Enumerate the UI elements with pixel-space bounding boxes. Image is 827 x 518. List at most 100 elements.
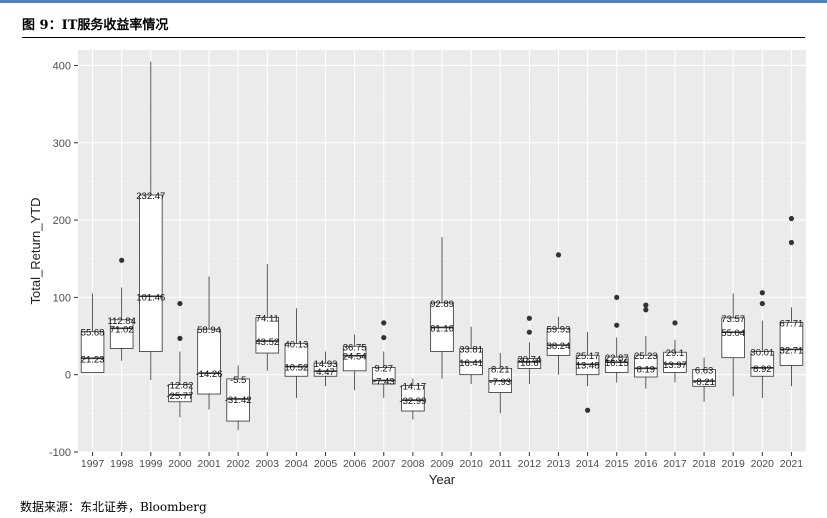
outlier-point — [381, 320, 387, 326]
y-tick-label: 200 — [53, 215, 71, 227]
x-tick-label: 2020 — [751, 458, 775, 470]
box-2011: 8.21 -7.93 — [488, 353, 512, 414]
q3-data-label: 112.84 — [108, 316, 136, 327]
box-iqr — [750, 351, 775, 377]
outlier-point — [526, 315, 532, 321]
x-tick-label: 2014 — [576, 458, 600, 470]
box-1999: 232.47 101.46 — [136, 61, 165, 381]
outlier-point — [788, 239, 795, 246]
box-iqr — [342, 345, 367, 372]
outlier-point — [788, 215, 795, 222]
box-iqr — [401, 385, 425, 412]
box-iqr — [634, 354, 658, 378]
box-iqr — [284, 343, 309, 377]
outlier-point — [381, 334, 387, 341]
box-2005: 14.934.47 — [313, 351, 338, 387]
box-iqr — [168, 384, 192, 403]
y-tick-label: 100 — [53, 292, 71, 304]
median-data-label: -8.21 — [693, 377, 715, 388]
q3-data-label: 6.63 — [695, 366, 714, 377]
box-2021: 67.71 32.71 — [779, 215, 804, 387]
box-iqr — [139, 194, 163, 352]
x-tick-label: 2001 — [197, 458, 221, 470]
median-data-label: 10.52 — [285, 363, 309, 374]
x-tick-label: 2007 — [372, 458, 396, 470]
q3-data-label: 30.01 — [750, 347, 774, 358]
box-iqr — [255, 316, 280, 354]
outlier-point — [177, 335, 183, 341]
box-2020: 30.01 8.92 — [750, 290, 774, 398]
outlier-point — [643, 307, 649, 313]
x-tick-label: 2004 — [285, 458, 309, 470]
box-2001: 58.94 -14.26 — [196, 276, 223, 410]
box-iqr — [109, 319, 134, 349]
median-data-label: 32.71 — [780, 345, 804, 356]
box-2003: 74.11 43.52 — [255, 264, 279, 371]
q3-data-label: 9.27 — [375, 364, 394, 375]
box-iqr — [80, 331, 105, 373]
box-iqr — [663, 351, 687, 373]
box-iqr — [226, 378, 250, 422]
box-2019: 73.57 55.04 — [721, 293, 745, 397]
x-tick-label: 2013 — [547, 458, 571, 470]
median-data-label: -32.99 — [399, 396, 426, 407]
header-rule — [0, 0, 827, 3]
x-tick-label: 2016 — [634, 458, 658, 470]
median-data-label: -14.26 — [196, 369, 223, 380]
box-iqr — [692, 369, 716, 387]
outlier-point — [585, 407, 591, 413]
q3-data-label: 33.81 — [459, 345, 483, 356]
x-axis-label: Year — [429, 472, 456, 487]
outlier-point — [759, 300, 765, 307]
outlier-point — [672, 320, 678, 326]
median-data-label: 16.15 — [605, 358, 629, 369]
box-2017: 29.113.97 — [663, 320, 687, 383]
median-data-label: -7.43 — [373, 376, 395, 387]
box-2010: 33.81 16.41 — [459, 326, 483, 384]
median-data-label: 61.16 — [430, 323, 454, 334]
q3-data-label: 55.68 — [81, 328, 105, 339]
q3-data-label: -5.5 — [230, 375, 246, 386]
q3-data-label: 29.1 — [666, 348, 685, 359]
box-2002: -5.5 -31.42 — [225, 365, 252, 431]
box-iqr — [313, 362, 338, 377]
box-iqr — [604, 356, 629, 373]
outlier-point — [643, 302, 649, 308]
q3-data-label: 22.87 — [605, 353, 629, 364]
box-iqr — [517, 358, 542, 369]
q3-data-label: 73.57 — [721, 314, 745, 325]
median-data-label: 8.92 — [753, 364, 772, 375]
box-2013: 59.93 38.24 — [547, 252, 571, 375]
q3-data-label: 67.71 — [780, 318, 804, 329]
x-tick-label: 1998 — [110, 458, 134, 470]
box-iqr — [197, 328, 221, 395]
box-2018: 6.63-8.21 — [692, 357, 716, 402]
box-2004: 40.13 10.52 — [284, 308, 309, 398]
q3-data-label: 74.11 — [256, 313, 279, 324]
y-tick-label: 400 — [53, 60, 71, 72]
x-tick-label: 2002 — [226, 458, 250, 470]
median-data-label: 38.24 — [547, 341, 571, 352]
median-data-label: 13.97 — [663, 360, 687, 371]
outlier-point — [119, 257, 125, 263]
x-tick-label: 2008 — [401, 458, 425, 470]
median-data-label: 71.02 — [110, 324, 134, 335]
box-iqr — [779, 321, 804, 366]
outlier-point — [177, 300, 183, 307]
outlier-point — [526, 329, 532, 335]
source-note: 数据来源：东北证券，Bloomberg — [20, 500, 207, 514]
box-1997: 55.68 21.23 — [80, 293, 105, 373]
box-iqr — [721, 317, 745, 359]
q3-data-label: -12.82 — [166, 381, 193, 392]
x-tick-label: 2006 — [343, 458, 367, 470]
x-tick-label: 2000 — [168, 458, 192, 470]
q3-data-label: -14.17 — [399, 382, 426, 393]
y-tick-label: -100 — [49, 447, 71, 459]
median-data-label: 4.47 — [316, 367, 335, 378]
